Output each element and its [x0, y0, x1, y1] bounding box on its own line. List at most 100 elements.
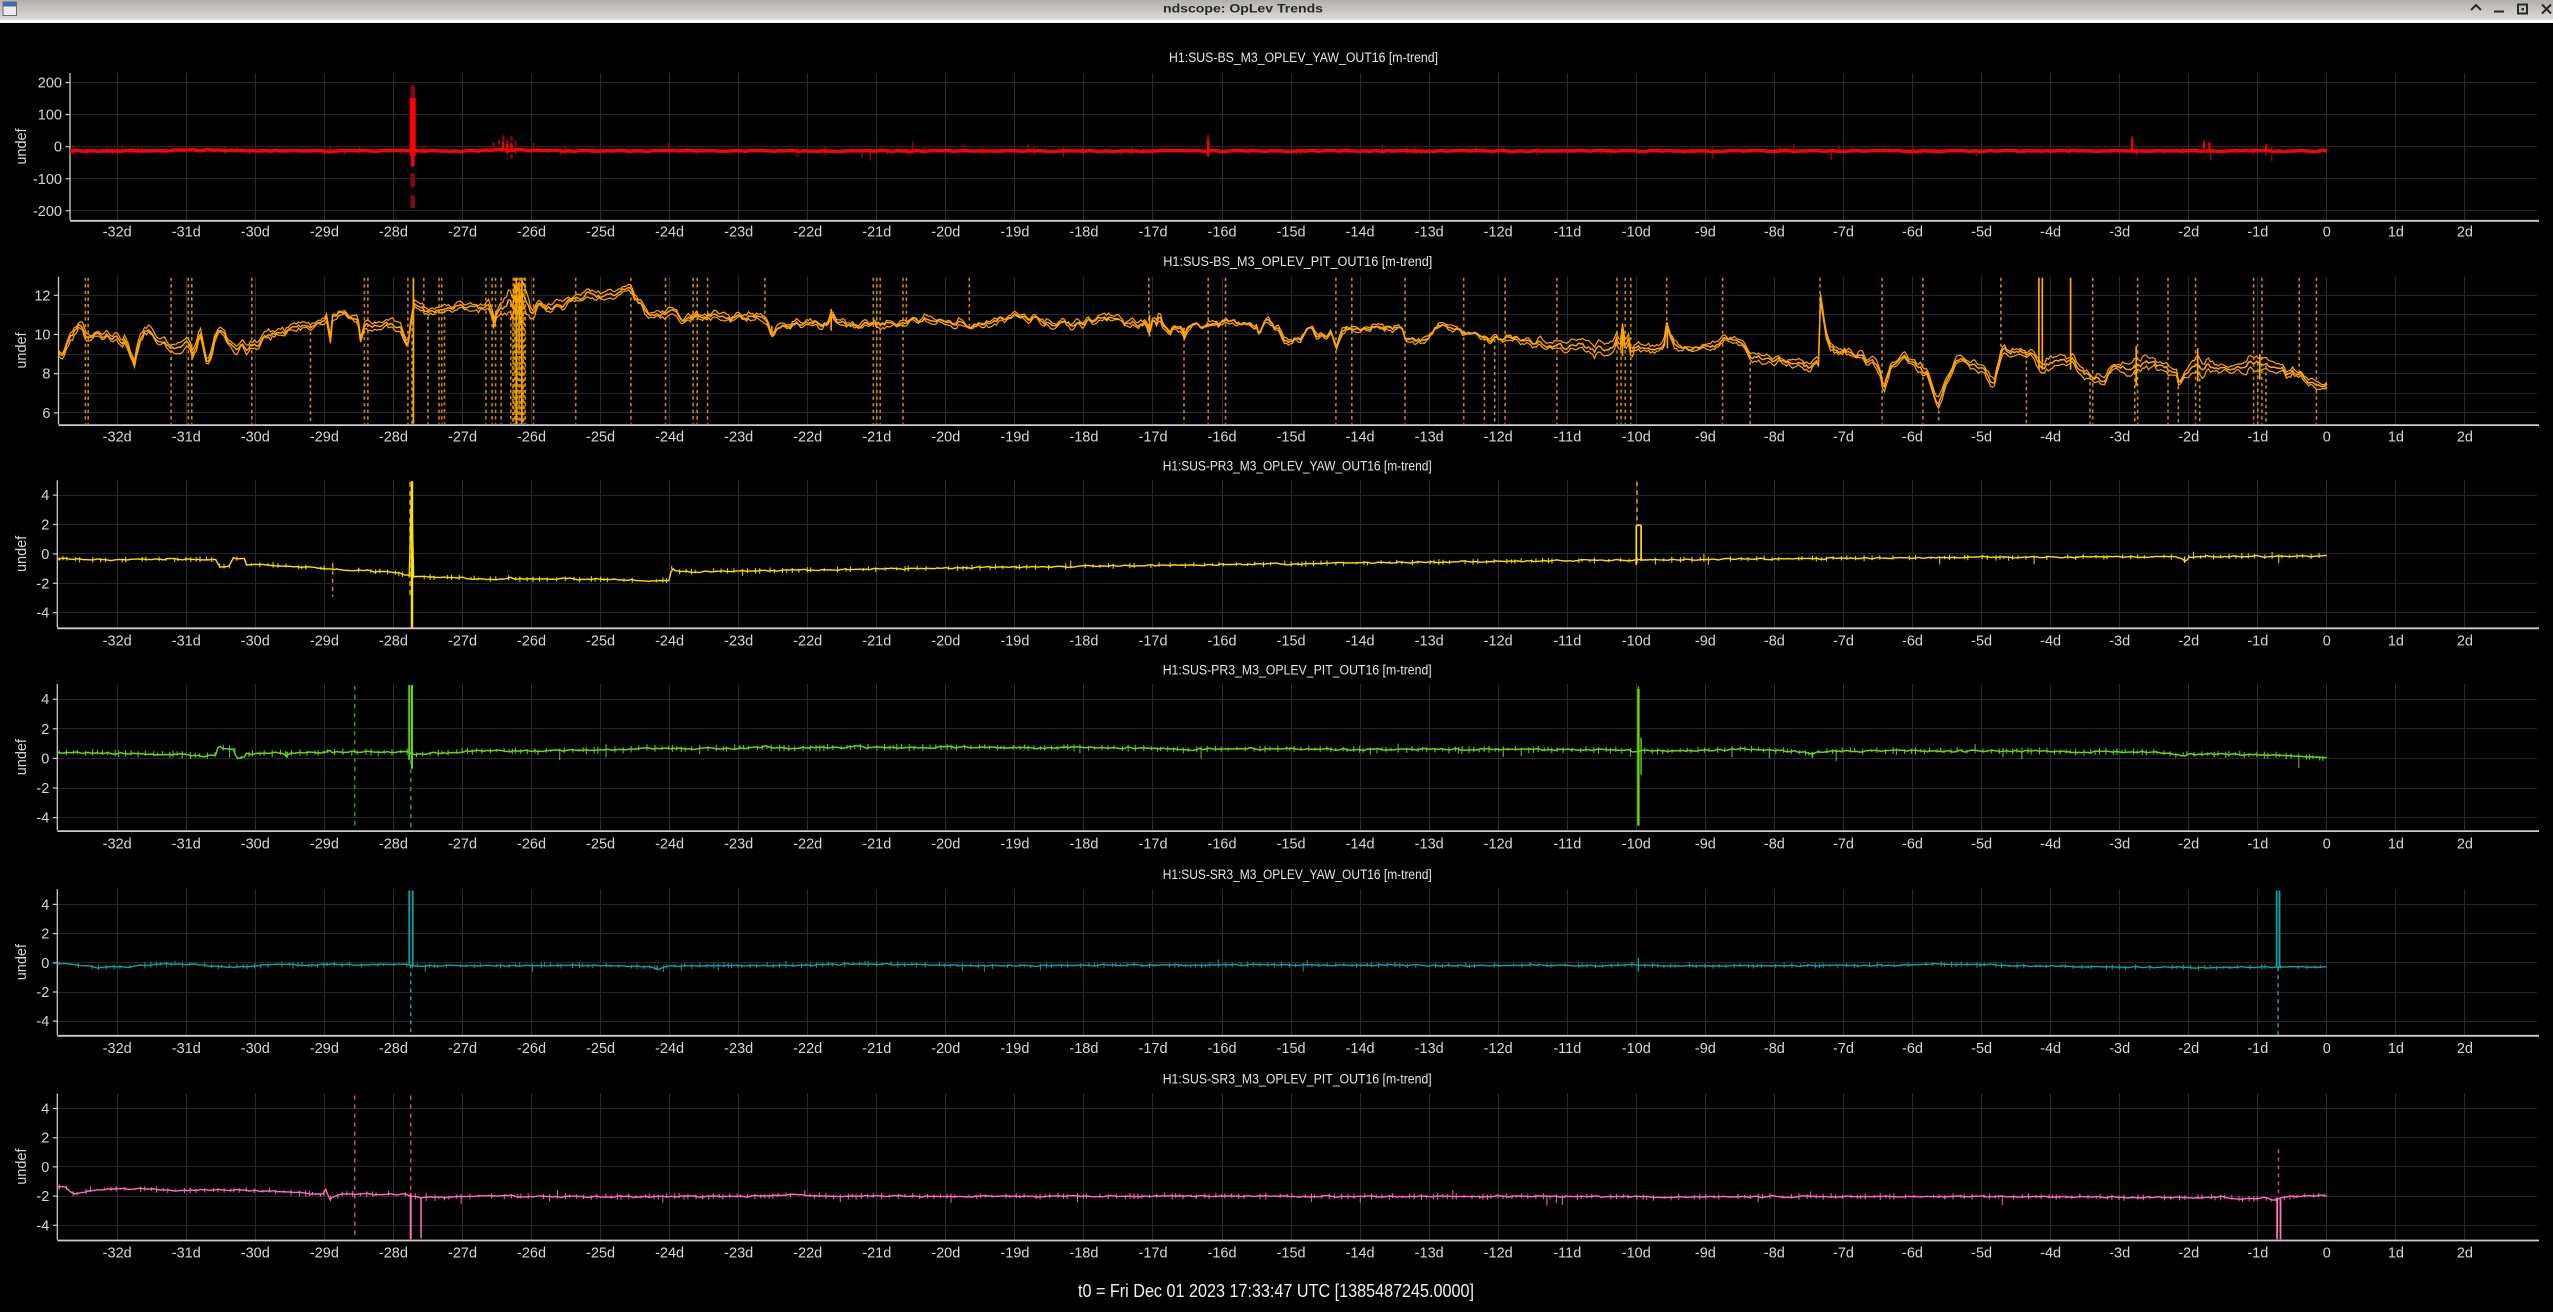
- svg-text:-4d: -4d: [2040, 1041, 2061, 1057]
- svg-text:-11d: -11d: [1553, 1041, 1581, 1057]
- svg-text:-30d: -30d: [241, 1246, 270, 1262]
- svg-text:-4d: -4d: [2040, 1246, 2061, 1262]
- svg-text:-30d: -30d: [241, 430, 270, 446]
- svg-text:2: 2: [41, 722, 49, 738]
- svg-text:-26d: -26d: [517, 1041, 546, 1057]
- svg-text:-32d: -32d: [103, 430, 132, 446]
- svg-text:-21d: -21d: [862, 837, 891, 853]
- svg-text:-4: -4: [36, 1218, 49, 1234]
- svg-text:-6d: -6d: [1902, 1041, 1923, 1057]
- svg-text:-25d: -25d: [586, 1041, 615, 1057]
- svg-text:-23d: -23d: [724, 1246, 753, 1262]
- svg-text:-2: -2: [36, 576, 49, 592]
- svg-text:-16d: -16d: [1207, 225, 1236, 241]
- svg-text:-23d: -23d: [724, 1041, 753, 1057]
- svg-text:-9d: -9d: [1695, 1041, 1716, 1057]
- svg-text:1d: 1d: [2388, 225, 2404, 241]
- svg-text:-28d: -28d: [379, 634, 408, 650]
- svg-text:4: 4: [41, 1102, 49, 1118]
- svg-text:-11d: -11d: [1553, 225, 1581, 241]
- svg-text:-16d: -16d: [1207, 634, 1236, 650]
- svg-text:-3d: -3d: [2109, 634, 2130, 650]
- svg-text:-27d: -27d: [448, 837, 477, 853]
- svg-text:-20d: -20d: [931, 225, 960, 241]
- svg-text:-26d: -26d: [517, 837, 546, 853]
- svg-text:-10d: -10d: [1622, 1041, 1651, 1057]
- svg-text:-21d: -21d: [862, 634, 891, 650]
- svg-text:-100: -100: [33, 172, 62, 188]
- svg-text:2d: 2d: [2457, 634, 2473, 650]
- svg-text:-22d: -22d: [793, 634, 822, 650]
- svg-text:-17d: -17d: [1138, 1041, 1167, 1057]
- svg-text:ndscope: OpLev Trends: ndscope: OpLev Trends: [1163, 4, 1323, 16]
- svg-text:-9d: -9d: [1695, 225, 1716, 241]
- svg-text:-1d: -1d: [2247, 225, 2268, 241]
- svg-text:-17d: -17d: [1138, 1246, 1167, 1262]
- svg-text:undef: undef: [14, 738, 30, 775]
- svg-text:-31d: -31d: [172, 837, 201, 853]
- svg-text:-18d: -18d: [1069, 634, 1098, 650]
- svg-text:-6d: -6d: [1902, 837, 1923, 853]
- svg-text:-7d: -7d: [1833, 634, 1854, 650]
- svg-text:2d: 2d: [2457, 1246, 2473, 1262]
- svg-text:-5d: -5d: [1971, 837, 1992, 853]
- svg-text:-11d: -11d: [1553, 634, 1581, 650]
- svg-text:-30d: -30d: [241, 225, 270, 241]
- svg-text:-30d: -30d: [241, 837, 270, 853]
- svg-text:H1:SUS-BS_M3_OPLEV_YAW_OUT16 [: H1:SUS-BS_M3_OPLEV_YAW_OUT16 [m-trend]: [1169, 50, 1438, 65]
- svg-text:-10d: -10d: [1622, 225, 1651, 241]
- svg-text:-19d: -19d: [1000, 837, 1029, 853]
- svg-text:-19d: -19d: [1000, 225, 1029, 241]
- svg-text:-10d: -10d: [1622, 837, 1651, 853]
- svg-text:H1:SUS-PR3_M3_OPLEV_PIT_OUT16: H1:SUS-PR3_M3_OPLEV_PIT_OUT16 [m-trend]: [1163, 663, 1432, 678]
- svg-text:-2: -2: [36, 781, 49, 797]
- svg-text:0: 0: [2323, 837, 2331, 853]
- svg-text:-26d: -26d: [517, 1246, 546, 1262]
- svg-text:-20d: -20d: [931, 430, 960, 446]
- svg-text:-23d: -23d: [724, 634, 753, 650]
- svg-text:H1:SUS-BS_M3_OPLEV_PIT_OUT16 [: H1:SUS-BS_M3_OPLEV_PIT_OUT16 [m-trend]: [1163, 254, 1432, 269]
- svg-text:-16d: -16d: [1207, 837, 1236, 853]
- svg-text:-3d: -3d: [2109, 837, 2130, 853]
- svg-text:-17d: -17d: [1138, 225, 1167, 241]
- svg-text:4: 4: [41, 692, 49, 708]
- svg-text:-12d: -12d: [1484, 430, 1513, 446]
- svg-text:-18d: -18d: [1069, 1246, 1098, 1262]
- svg-text:1d: 1d: [2388, 634, 2404, 650]
- svg-text:-7d: -7d: [1833, 430, 1854, 446]
- svg-text:-3d: -3d: [2109, 1041, 2130, 1057]
- svg-text:-6d: -6d: [1902, 1246, 1923, 1262]
- svg-text:-8d: -8d: [1764, 837, 1785, 853]
- svg-text:0: 0: [2323, 1246, 2331, 1262]
- svg-text:-19d: -19d: [1000, 430, 1029, 446]
- svg-text:-25d: -25d: [586, 225, 615, 241]
- svg-text:8: 8: [42, 367, 50, 383]
- svg-text:-22d: -22d: [793, 1041, 822, 1057]
- svg-text:-29d: -29d: [310, 837, 339, 853]
- svg-text:-2d: -2d: [2178, 837, 2199, 853]
- svg-text:-12d: -12d: [1484, 1041, 1513, 1057]
- svg-text:-4d: -4d: [2040, 225, 2061, 241]
- svg-text:-1d: -1d: [2247, 1041, 2268, 1057]
- svg-text:200: 200: [38, 76, 62, 92]
- svg-text:-29d: -29d: [310, 430, 339, 446]
- svg-text:-9d: -9d: [1695, 1246, 1716, 1262]
- svg-text:t0 = Fri Dec 01 2023 17:33:47: t0 = Fri Dec 01 2023 17:33:47 UTC [13854…: [1078, 1281, 1474, 1301]
- svg-text:-30d: -30d: [241, 1041, 270, 1057]
- svg-text:-25d: -25d: [586, 634, 615, 650]
- svg-text:-14d: -14d: [1346, 430, 1375, 446]
- svg-text:0: 0: [41, 547, 49, 563]
- svg-text:-3d: -3d: [2109, 430, 2130, 446]
- svg-text:-12d: -12d: [1484, 837, 1513, 853]
- svg-text:-13d: -13d: [1415, 430, 1444, 446]
- svg-text:-4: -4: [36, 1014, 49, 1030]
- svg-text:-21d: -21d: [862, 1246, 891, 1262]
- svg-text:0: 0: [41, 956, 49, 972]
- svg-text:-15d: -15d: [1277, 1041, 1306, 1057]
- svg-text:-22d: -22d: [793, 1246, 822, 1262]
- svg-text:-13d: -13d: [1415, 225, 1444, 241]
- svg-text:-28d: -28d: [379, 1246, 408, 1262]
- svg-text:-6d: -6d: [1902, 225, 1923, 241]
- svg-text:-20d: -20d: [931, 837, 960, 853]
- svg-text:-11d: -11d: [1553, 837, 1581, 853]
